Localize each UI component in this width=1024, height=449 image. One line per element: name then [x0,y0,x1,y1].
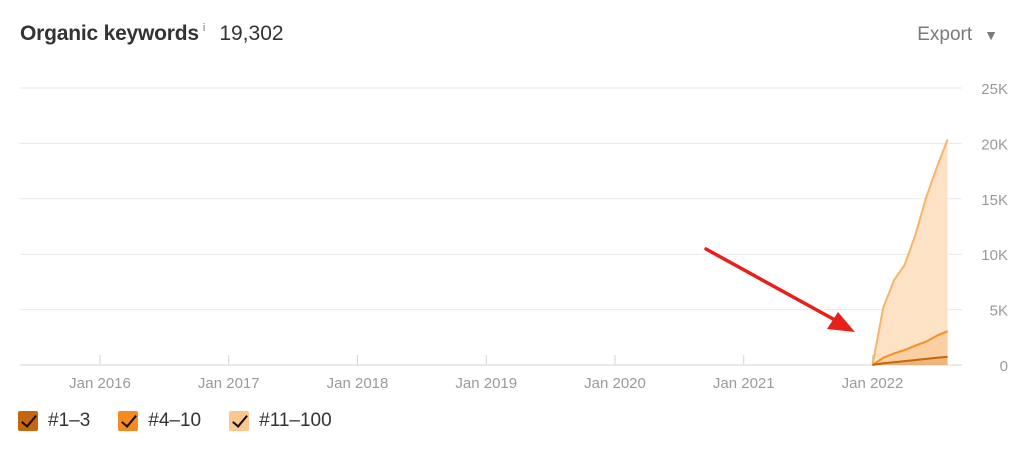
y-tick-label: 5K [990,303,1008,320]
chart-header: Organic keywords i 19,302 [20,22,284,52]
legend-label: #4–10 [148,410,202,431]
legend-item-top100[interactable]: #11–100 [229,410,332,432]
checkbox-icon[interactable] [118,411,139,431]
checkbox-icon[interactable] [229,411,250,431]
x-tick-label: Jan 2019 [455,375,517,392]
y-tick-label: 15K [981,192,1008,209]
series-areas [871,139,949,366]
annotation [704,247,855,332]
y-tick-label: 0 [1000,358,1008,375]
y-tick-label: 10K [981,247,1008,264]
legend-item-top3[interactable]: #1–3 [18,410,90,432]
grid-lines [20,87,962,366]
y-tick-label: 25K [981,81,1008,98]
chevron-down-icon: ▼ [984,27,998,43]
legend: #1–3 #4–10 #11–100 [18,410,360,432]
x-tick-label: Jan 2022 [842,375,904,392]
x-tick-label: Jan 2020 [584,375,646,392]
keyword-count: 19,302 [219,22,284,45]
x-axis-ticks: Jan 2016 Jan 2017 Jan 2018 Jan 2019 Jan 2020… [69,355,903,392]
x-tick-label: Jan 2016 [69,375,131,392]
info-icon[interactable]: i [202,22,206,34]
keywords-chart: 0 5K 10K 15K 20K 25K Jan 2016 Jan 2017 Jan 2018… [20,81,1008,392]
legend-label: #11–100 [259,410,332,431]
y-tick-label: 20K [981,136,1008,153]
y-axis-ticks: 0 5K 10K 15K 20K 25K [981,81,1008,375]
line-top3 [872,355,948,366]
chart-title: Organic keywords [20,22,199,45]
x-tick-label: Jan 2018 [327,375,389,392]
export-label: Export [917,24,973,45]
arrow-head [827,312,855,332]
legend-label: #1–3 [48,410,91,431]
line-top100 [871,139,949,366]
x-tick-label: Jan 2021 [713,375,775,392]
checkbox-icon[interactable] [18,411,38,431]
legend-item-top10[interactable]: #4–10 [118,410,201,432]
line-top10 [871,330,948,366]
arrow-shaft [704,247,837,322]
x-tick-label: Jan 2017 [198,375,260,392]
export-button[interactable]: Export ▼ [917,24,998,46]
